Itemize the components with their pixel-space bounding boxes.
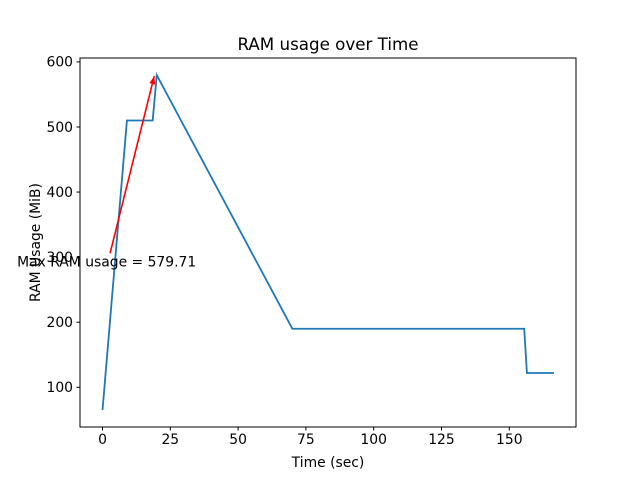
y-tick-label: 600 (46, 55, 73, 71)
y-tick-label: 500 (46, 120, 73, 136)
x-tick-label: 125 (428, 432, 455, 448)
y-tick-label: 300 (46, 250, 73, 266)
y-axis-ticks: 100 200 300 400 500 600 (46, 55, 80, 396)
x-axis-ticks: 0 25 50 75 100 125 150 (98, 427, 523, 448)
x-tick-label: 0 (98, 432, 107, 448)
max-annotation-text: Max RAM usage = 579.71 (17, 254, 196, 270)
x-tick-label: 25 (161, 432, 179, 448)
y-axis-label: RAM Usage (MiB) (28, 183, 44, 302)
y-tick-label: 100 (46, 380, 73, 396)
max-annotation-arrow (109, 75, 156, 254)
y-tick-label: 400 (46, 185, 73, 201)
x-axis-label: Time (sec) (291, 455, 365, 471)
x-tick-label: 150 (496, 432, 523, 448)
x-tick-label: 100 (360, 432, 387, 448)
ram-usage-line (101, 72, 555, 411)
plot-area (79, 57, 577, 428)
x-tick-label: 50 (229, 432, 247, 448)
chart-title: RAM usage over Time (237, 34, 418, 54)
x-tick-label: 75 (297, 432, 315, 448)
y-tick-label: 200 (46, 315, 73, 331)
